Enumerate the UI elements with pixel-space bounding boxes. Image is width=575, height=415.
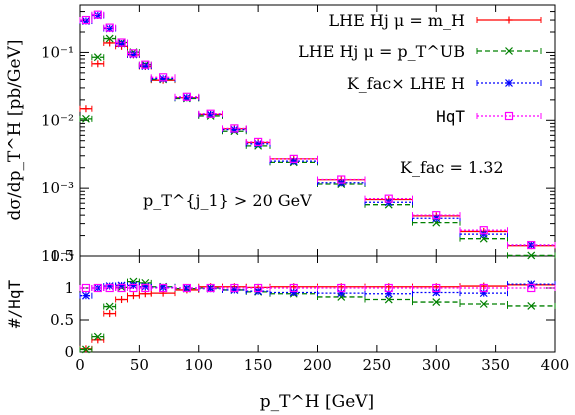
main-series-group (79, 10, 556, 260)
ratio-data-point (479, 289, 488, 298)
legend-marker-3 (504, 111, 514, 121)
ratio-data-point (182, 283, 191, 293)
ratio-data-point (93, 332, 102, 341)
main-y-axis-ticks: 10⁻⁴ 10⁻³ 10⁻² 10⁻¹ (41, 5, 556, 265)
ratio-data-point (337, 283, 346, 293)
ratio-y-tick-label: 0.5 (50, 311, 74, 329)
legend-label-0: LHE Hj μ = m_H (329, 11, 465, 30)
main-data-point (527, 241, 536, 249)
ratio-data-point (106, 310, 114, 318)
ratio-data-point (141, 283, 150, 293)
x-tick-label: 150 (244, 356, 273, 374)
x-tick-label: 50 (130, 356, 149, 374)
main-data-point (82, 105, 90, 113)
main-data-point (432, 211, 441, 220)
main-data-point (527, 251, 536, 260)
main-series-3 (79, 10, 556, 250)
ratio-data-point (118, 296, 126, 304)
ratio-data-point (105, 283, 114, 293)
main-data-point (289, 154, 298, 163)
ratio-data-point (129, 283, 138, 293)
ratio-series-group (79, 277, 556, 354)
ratio-data-point (289, 283, 298, 293)
annotation-jet-cut: p_T^{j_1} > 20 GeV (143, 191, 312, 210)
ratio-y-tick-label: 0 (64, 343, 74, 361)
ratio-y-tick-label: 1 (64, 279, 74, 297)
main-data-point (117, 38, 126, 47)
ratio-data-point (117, 283, 126, 293)
legend-label-3: HqT (436, 107, 465, 126)
legend: LHE Hj μ = m_H LHE Hj μ = p_T^UB K_fac× LH… (298, 11, 542, 126)
main-data-point (384, 194, 393, 203)
x-tick-label: 400 (541, 356, 570, 374)
main-data-point (82, 114, 90, 123)
main-data-point (105, 34, 114, 43)
x-tick-label: 250 (363, 356, 392, 374)
x-tick-label: 300 (422, 356, 451, 374)
legend-label-2: K_fac× LHE H (347, 74, 465, 93)
ratio-data-point (105, 302, 114, 311)
main-data-point (479, 226, 488, 235)
main-data-point (141, 60, 150, 69)
main-data-point (254, 137, 263, 147)
ratio-data-point (254, 283, 263, 293)
main-data-point (206, 109, 215, 118)
ratio-data-point (432, 283, 441, 293)
ratio-data-point (432, 288, 441, 297)
main-data-point (337, 175, 346, 184)
main-data-point (93, 10, 102, 19)
main-data-point (182, 92, 191, 101)
main-y-tick-label: 10⁻² (41, 111, 74, 129)
ratio-data-point (94, 336, 102, 344)
x-axis-label: p_T^H [GeV] (260, 392, 374, 412)
x-tick-label: 200 (303, 356, 332, 374)
annotation-kfac: K_fac = 1.32 (400, 158, 504, 177)
legend-marker-1 (505, 47, 513, 55)
ratio-data-point (384, 283, 393, 293)
ratio-data-point (527, 283, 536, 293)
ratio-data-point (479, 283, 488, 293)
legend-marker-0 (505, 16, 513, 24)
ratio-data-point (82, 345, 90, 354)
x-tick-label: 100 (184, 356, 213, 374)
ratio-data-point (230, 283, 239, 293)
ratio-data-point (432, 298, 441, 307)
ratio-data-point (479, 300, 488, 308)
main-y-tick-label: 10⁻⁴ (41, 247, 74, 265)
main-data-point (230, 124, 239, 133)
main-y-axis-label: dσ/dp_T^H [pb/GeV] (5, 40, 25, 221)
main-data-point (106, 39, 114, 47)
main-data-point (129, 49, 138, 58)
ratio-axis-ticks: 0 0.5 1 1.5 0 50 100 150 200 250 300 350 400 (50, 247, 569, 374)
ratio-y-tick-label: 1.5 (50, 247, 74, 265)
ratio-data-point (129, 292, 137, 300)
legend-marker-2 (505, 79, 513, 87)
main-data-point (94, 60, 102, 68)
ratio-data-point (480, 282, 488, 290)
ratio-data-point (159, 283, 168, 293)
main-y-tick-label: 10⁻³ (41, 179, 74, 197)
ratio-data-point (82, 291, 90, 300)
ratio-data-point (289, 288, 298, 297)
x-tick-label: 350 (481, 356, 510, 374)
x-tick-label: 0 (75, 356, 85, 374)
ratio-y-axis-label: #/HqT (5, 280, 24, 329)
main-data-point (81, 15, 91, 25)
ratio-series-3 (79, 283, 556, 293)
ratio-data-point (206, 283, 215, 293)
ratio-data-point (384, 295, 393, 304)
main-series-0 (79, 39, 556, 250)
legend-label-1: LHE Hj μ = p_T^UB (298, 42, 465, 61)
main-data-point (159, 73, 168, 82)
main-data-point (527, 240, 536, 250)
ratio-data-point (527, 301, 536, 310)
main-data-point (93, 53, 102, 62)
main-data-point (105, 23, 114, 32)
ratio-data-point (337, 289, 346, 298)
main-y-tick-label: 10⁻¹ (41, 43, 74, 61)
ratio-data-point (93, 283, 102, 293)
ratio-data-point (81, 283, 91, 293)
